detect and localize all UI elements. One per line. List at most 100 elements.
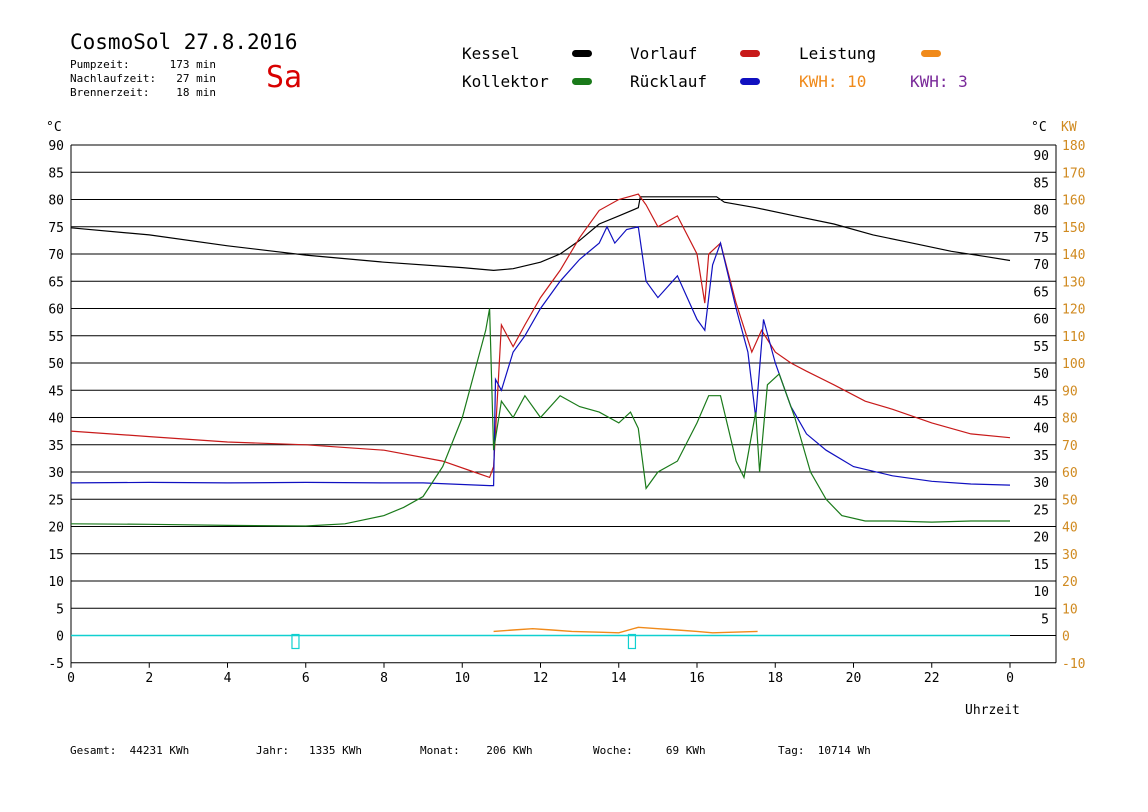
footer-label: Tag:	[778, 744, 805, 757]
footer-monat: Monat: 206 KWh	[420, 744, 533, 757]
y-tick-label-left: 60	[48, 303, 64, 318]
y-tick-label-right: 55	[1033, 340, 1049, 355]
series-line-rücklauf	[70, 225, 1011, 487]
x-tick-label: 0	[1006, 671, 1014, 686]
x-tick-label: 18	[767, 671, 783, 686]
y-tick-label-left: 20	[48, 521, 64, 536]
legend-leistung-label: Leistung	[799, 44, 877, 63]
footer-label: Jahr:	[256, 744, 290, 757]
y-tick-label-kw: 150	[1062, 221, 1085, 236]
legend-leistung-swatch	[921, 50, 941, 57]
kwh-label: KWH:	[799, 72, 838, 91]
x-tick-label: 10	[454, 671, 470, 686]
stat-value: 173 min	[169, 58, 216, 71]
y-tick-label-kw: 40	[1062, 521, 1078, 536]
footer-label: Monat:	[420, 744, 460, 757]
y-tick-label-left: 55	[48, 330, 64, 345]
y-tick-label-right: 40	[1033, 422, 1049, 437]
y-tick-label-kw: 130	[1062, 275, 1085, 290]
x-tick-label: 12	[533, 671, 549, 686]
footer-value: 10714 Wh	[817, 744, 871, 757]
stat-value: 27 min	[176, 72, 216, 85]
footer-gesamt: Gesamt: 44231 KWh	[70, 744, 189, 757]
y-tick-label-right: 30	[1033, 476, 1049, 491]
x-axis-label: Uhrzeit	[965, 703, 1020, 718]
y-tick-label-kw: 170	[1062, 166, 1085, 181]
y-tick-label-right: 75	[1033, 231, 1049, 246]
y-tick-label-left: -5	[48, 657, 64, 672]
x-tick-label: 6	[302, 671, 310, 686]
legend-ruecklauf-swatch	[740, 78, 760, 85]
y-tick-label-kw: 140	[1062, 248, 1085, 263]
footer-value: 44231 KWh	[129, 744, 190, 757]
y-tick-label-left: 45	[48, 384, 64, 399]
x-tick-label: 16	[689, 671, 705, 686]
y-tick-label-right: 50	[1033, 367, 1049, 382]
y-tick-label-left: 25	[48, 493, 64, 508]
chart-title: CosmoSol 27.8.2016	[70, 30, 298, 54]
footer-value: 206 KWh	[486, 744, 533, 757]
x-tick-label: 14	[611, 671, 627, 686]
y-tick-label-right: 20	[1033, 531, 1049, 546]
y-tick-label-kw: 60	[1062, 466, 1078, 481]
y-tick-label-left: 75	[48, 221, 64, 236]
x-tick-label: 22	[924, 671, 940, 686]
legend-kwh-leistung: KWH: 10	[799, 72, 866, 91]
footer-tag: Tag: 10714 Wh	[778, 744, 871, 757]
x-tick-label: 8	[380, 671, 388, 686]
stat-label: Pumpzeit:	[70, 58, 130, 71]
pump-marker	[627, 633, 637, 650]
legend-kessel-label: Kessel	[462, 44, 520, 63]
y-axis-right-unit: °C	[1031, 120, 1047, 135]
series-line-vorlauf	[70, 193, 1011, 479]
y-tick-label-left: 65	[48, 275, 64, 290]
y-tick-label-kw: 110	[1062, 330, 1085, 345]
y-tick-label-right: 35	[1033, 449, 1049, 464]
y-tick-label-right: 10	[1033, 585, 1049, 600]
y-tick-label-kw: 30	[1062, 548, 1078, 563]
kwh-value: 10	[847, 72, 867, 91]
y-tick-label-left: 40	[48, 412, 64, 427]
y-tick-label-kw: 160	[1062, 194, 1085, 209]
y-tick-label-kw: 180	[1062, 139, 1085, 154]
y-tick-label-right: 60	[1033, 313, 1049, 328]
y-axis-left-unit: °C	[46, 120, 62, 135]
y-tick-label-kw: 90	[1062, 384, 1078, 399]
series-line-leistung	[493, 626, 758, 634]
series-line-kollektor	[70, 308, 1010, 527]
footer-label: Woche:	[593, 744, 633, 757]
kwh-label: KWH:	[910, 72, 949, 91]
y-tick-label-right: 15	[1033, 558, 1049, 573]
legend-kollektor-label: Kollektor	[462, 72, 549, 91]
y-axis-kw-unit: KW	[1061, 120, 1077, 135]
stat-pumpzeit: Pumpzeit: 173 min	[70, 58, 216, 72]
y-tick-label-kw: 120	[1062, 303, 1085, 318]
stat-value: 18 min	[176, 86, 216, 99]
stat-label: Nachlaufzeit:	[70, 72, 157, 85]
kwh-value: 3	[958, 72, 968, 91]
footer-woche: Woche: 69 KWh	[593, 744, 706, 757]
y-tick-label-left: 30	[48, 466, 64, 481]
footer-label: Gesamt:	[70, 744, 117, 757]
y-tick-label-right: 90	[1033, 149, 1049, 164]
y-tick-label-kw: 80	[1062, 412, 1078, 427]
y-tick-label-left: 85	[48, 166, 64, 181]
y-tick-label-left: 15	[48, 548, 64, 563]
y-tick-label-kw: 100	[1062, 357, 1085, 372]
y-tick-label-left: 90	[48, 139, 64, 154]
y-tick-label-kw: 20	[1062, 575, 1078, 590]
x-tick-label: 0	[67, 671, 75, 686]
y-tick-label-right: 5	[1041, 612, 1049, 627]
y-tick-label-kw: 0	[1062, 630, 1070, 645]
y-tick-label-right: 45	[1033, 394, 1049, 409]
y-tick-label-left: 50	[48, 357, 64, 372]
y-tick-label-right: 85	[1033, 176, 1049, 191]
y-tick-label-kw: 50	[1062, 493, 1078, 508]
y-tick-label-kw: -10	[1062, 657, 1085, 672]
y-tick-label-left: 5	[56, 602, 64, 617]
weekday-label: Sa	[266, 60, 303, 95]
y-tick-label-kw: 10	[1062, 602, 1078, 617]
y-tick-label-right: 70	[1033, 258, 1049, 273]
footer-value: 69 KWh	[665, 744, 706, 757]
